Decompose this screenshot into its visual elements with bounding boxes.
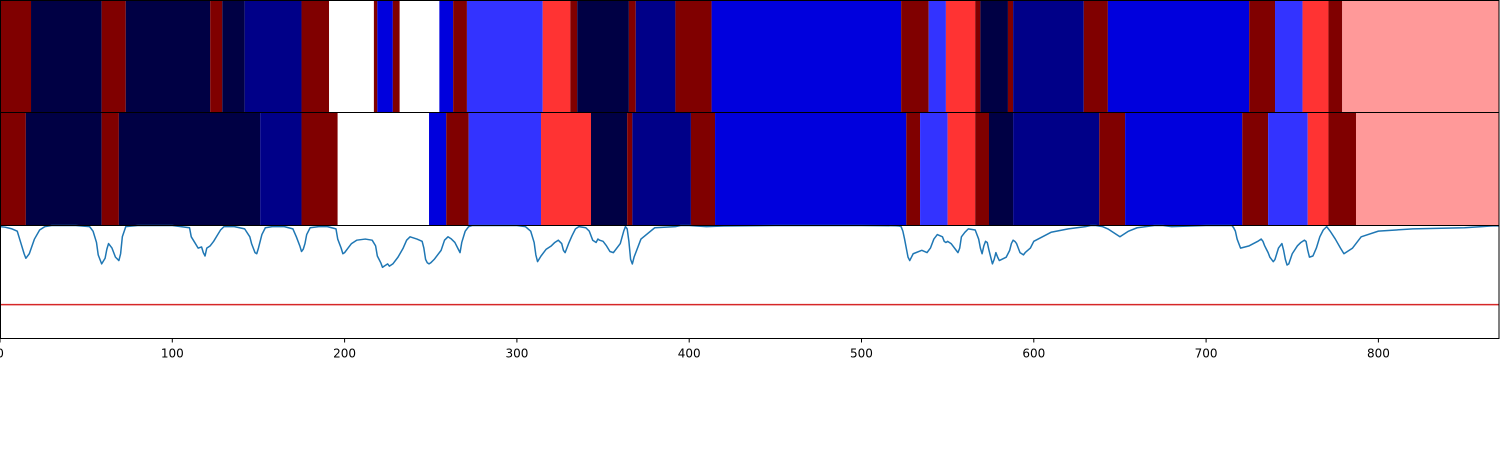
- segment-b: [1013, 112, 1100, 226]
- segment-b: [1013, 0, 1084, 113]
- x-tick-label: 500: [850, 347, 873, 361]
- segment-f: [690, 112, 716, 226]
- segment-f: [975, 112, 989, 226]
- x-tick-label: 600: [1022, 347, 1045, 361]
- segment-a: [577, 0, 629, 113]
- segment-f: [1328, 0, 1343, 113]
- segment-d: [468, 112, 542, 226]
- segment-e: [541, 112, 591, 226]
- segment-d: [466, 0, 543, 113]
- segment-a: [25, 112, 102, 226]
- segment-g: [1355, 112, 1499, 226]
- x-tick-label: 200: [333, 347, 356, 361]
- segment-c: [1107, 0, 1250, 113]
- segment-f: [392, 0, 400, 113]
- series-line: [0, 224, 1500, 269]
- segment-b: [632, 112, 691, 226]
- segment-e: [1302, 0, 1329, 113]
- segment-f: [627, 112, 633, 226]
- segment-c: [715, 112, 907, 226]
- segment-a: [222, 0, 245, 113]
- x-tick-label: 300: [505, 347, 528, 361]
- x-axis: 0 100 200 300 400 500 600 700 800: [0, 338, 1390, 361]
- segment-f: [1242, 112, 1269, 226]
- segment-w: [329, 0, 374, 113]
- line-panel: [0, 224, 1500, 306]
- segment-f: [301, 112, 338, 226]
- segment-w: [337, 112, 430, 226]
- segment-f: [0, 0, 32, 113]
- segment-f: [1099, 112, 1126, 226]
- segment-f: [446, 112, 469, 226]
- segment-g: [1342, 0, 1499, 113]
- x-tick-label: 400: [678, 347, 701, 361]
- segment-f: [628, 0, 636, 113]
- segment-f: [1083, 0, 1108, 113]
- segment-d: [920, 112, 948, 226]
- segment-a: [31, 0, 102, 113]
- segment-f: [453, 0, 467, 113]
- heatmap-row-2: [0, 112, 1499, 226]
- segment-e: [945, 0, 976, 113]
- segment-f: [1007, 0, 1014, 113]
- segment-f: [0, 112, 26, 226]
- segment-c: [711, 0, 902, 113]
- segment-f: [906, 112, 921, 226]
- heatmap-row-1: [0, 0, 1499, 113]
- segment-a: [125, 0, 211, 113]
- segment-w: [399, 0, 440, 113]
- segment-d: [928, 0, 946, 113]
- segment-d: [1268, 112, 1308, 226]
- segment-b: [260, 112, 302, 226]
- segment-f: [675, 0, 712, 113]
- x-tick-label: 700: [1195, 347, 1218, 361]
- segment-c: [377, 0, 393, 113]
- x-tick-label: 100: [161, 347, 184, 361]
- segment-f: [1249, 0, 1276, 113]
- segment-c: [1125, 112, 1243, 226]
- panel-frames: [0, 0, 1500, 339]
- segment-f: [373, 0, 378, 113]
- segment-e: [1307, 112, 1329, 226]
- segment-d: [1275, 0, 1303, 113]
- segment-f: [570, 0, 578, 113]
- segment-f: [101, 112, 119, 226]
- segment-a: [988, 112, 1014, 226]
- x-tick-label: 0: [0, 347, 4, 361]
- segment-f: [1328, 112, 1356, 226]
- segment-e: [542, 0, 571, 113]
- segment-f: [301, 0, 330, 113]
- segment-a: [118, 112, 261, 226]
- segment-c: [439, 0, 454, 113]
- segment-c: [429, 112, 447, 226]
- segment-b: [635, 0, 676, 113]
- x-tick-label: 800: [1367, 347, 1390, 361]
- panel-frame-3: [0, 225, 1500, 339]
- segment-a: [590, 112, 628, 226]
- segment-f: [975, 0, 981, 113]
- segment-b: [244, 0, 302, 113]
- segment-e: [947, 112, 976, 226]
- segment-f: [901, 0, 929, 113]
- segment-f: [101, 0, 126, 113]
- segment-a: [980, 0, 1008, 113]
- segment-f: [210, 0, 223, 113]
